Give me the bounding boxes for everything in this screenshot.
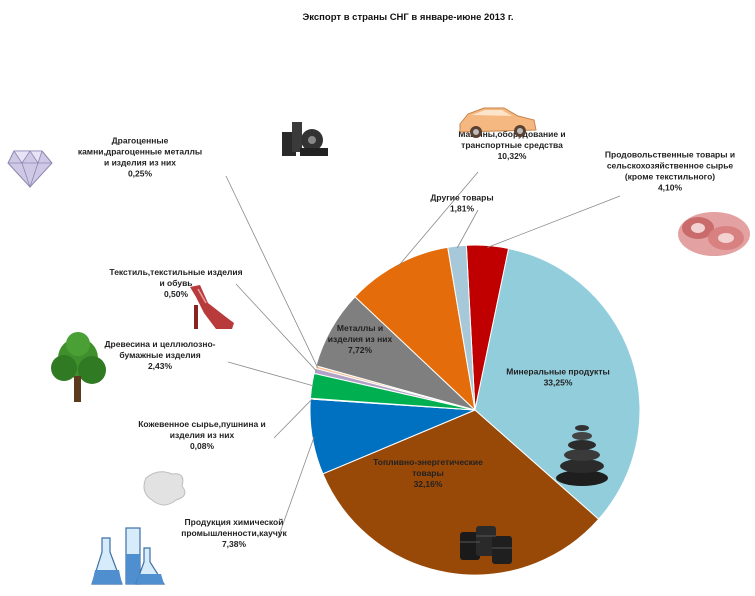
barrels-icon [460,526,512,564]
slice-name-label: товары [412,468,444,478]
slice-value-label: 0,50% [164,289,189,299]
pie-slices [309,244,641,576]
slice-name-label: сельскохозяйственное сырье [607,161,734,171]
pie-slice [447,244,476,411]
slice-name-label: изделия из них [328,334,393,344]
leader-line [235,283,317,372]
slice-name-label: Текстиль,текстильные изделия [109,267,242,277]
slice-name-label: (кроме текстильного) [625,172,715,182]
tree-icon [51,332,106,402]
slice-value-label: 0,25% [128,169,153,179]
slice-name-label: Машины,оборудование и [458,129,565,139]
slice-name-label: камни,драгоценные металлы [78,147,202,157]
pie-slice [474,247,641,520]
slice-name-label: Минеральные продукты [506,367,610,377]
leader-line [227,361,314,387]
slice-name-label: Драгоценные [112,136,169,146]
slice-value-label: 7,38% [222,539,247,549]
slice-value-label: 1,81% [450,204,475,214]
stones-icon [556,425,608,486]
leader-line [397,171,479,267]
slice-value-label: 4,10% [658,183,683,193]
leader-line [277,436,315,539]
slice-name-label: и изделия из них [104,158,176,168]
gem-icon [7,150,53,189]
slice-name-label: промышленности,каучук [181,528,287,538]
car-icon [459,107,537,138]
slice-value-label: 2,43% [148,361,173,371]
meat-icon [678,212,750,256]
slice-name-label: Кожевенное сырье,пушнина и [138,419,266,429]
leader-line [225,175,318,368]
flasks-icon [91,527,166,585]
shoe-icon [190,285,234,329]
slice-name-label: Продукция химической [185,517,284,527]
bolts-icon [282,122,328,156]
slice-name-label: Другие товары [430,193,493,203]
pie-slice [354,246,476,412]
leader-line [456,209,479,249]
slice-value-label: 0,08% [190,441,215,451]
slice-name-label: транспортные средства [461,140,563,150]
slice-labels: Продовольственные товары исельскохозяйст… [78,129,735,549]
slice-name-label: Древесина и целлюлозно- [104,339,215,349]
fur-icon [143,471,186,506]
slice-name-label: Топливно-энергетические [373,457,483,467]
pie-slice [322,409,600,576]
leader-lines [225,171,621,539]
slice-name-label: Продовольственные товары и [605,150,735,160]
slice-value-label: 33,25% [544,378,573,388]
slice-name-label: изделия из них [170,430,235,440]
leader-line [487,195,621,248]
slice-name-label: Металлы и [337,323,383,333]
chart-title: Экспорт в страны СНГ в январе-июне 2013 … [303,12,514,23]
slice-name-label: бумажные изделия [119,350,200,360]
leader-line [273,398,313,439]
slice-value-label: 10,32% [498,151,527,161]
slice-name-label: и обувь [159,278,192,288]
slice-value-label: 32,16% [414,479,443,489]
slice-value-label: 7,72% [348,345,373,355]
